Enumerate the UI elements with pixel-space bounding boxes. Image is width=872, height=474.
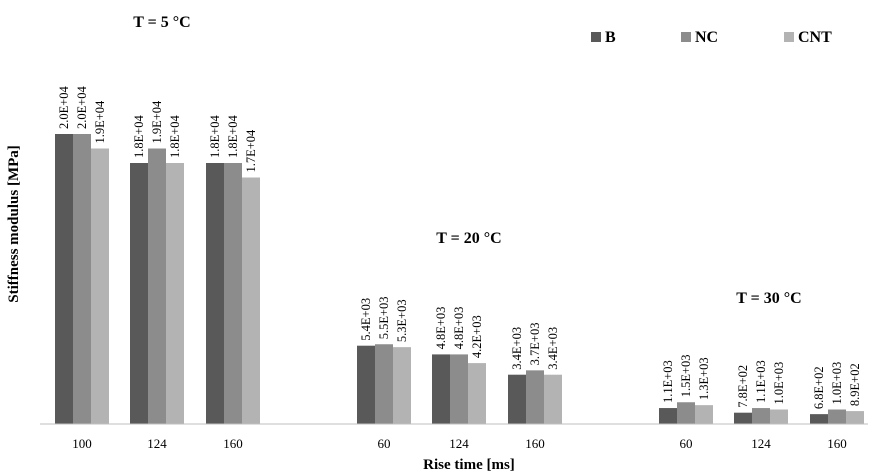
bar-nc (828, 409, 846, 424)
bar-b (659, 408, 677, 424)
data-labels-layer: 2.0E+04 2.0E+04 1.9E+04 1.8E+04 1.9E+04 1.8E+… (57, 85, 862, 409)
data-label: 1.7E+04 (244, 129, 258, 173)
bars-layer (55, 134, 864, 424)
legend-swatch-cnt (784, 32, 794, 42)
bar-b (357, 345, 375, 424)
bar-nc (73, 134, 91, 424)
bar-cnt (166, 163, 184, 424)
x-tick-label: 124 (147, 436, 167, 451)
bar-nc (375, 344, 393, 424)
legend-label-cnt: CNT (798, 29, 832, 46)
data-label: 1.9E+04 (150, 100, 164, 144)
data-label: 7.8E+02 (736, 365, 750, 408)
bar-nc (752, 408, 770, 424)
bar-b (508, 374, 526, 424)
bar-cnt (770, 409, 788, 424)
data-label: 4.8E+03 (452, 307, 466, 350)
data-label: 1.8E+04 (226, 114, 240, 158)
x-tick-label: 160 (827, 436, 847, 451)
data-label: 4.8E+03 (434, 307, 448, 350)
data-label: 6.8E+02 (812, 366, 826, 409)
bar-nc (526, 370, 544, 424)
bar-b (734, 412, 752, 424)
data-label: 2.0E+04 (75, 85, 89, 129)
data-label: 3.4E+03 (546, 327, 560, 370)
data-label: 1.8E+04 (168, 114, 182, 158)
legend-label-nc: NC (695, 29, 718, 46)
data-label: 1.1E+03 (754, 360, 768, 403)
y-axis-title: Stiffness modulus [MPa] (6, 145, 22, 303)
data-label: 4.2E+03 (470, 315, 484, 358)
legend: B NC CNT (591, 29, 832, 46)
group-caption: T = 5 °C (133, 14, 190, 31)
data-label: 8.9E+02 (848, 363, 862, 406)
x-tick-label: 60 (680, 436, 693, 451)
bar-cnt (468, 363, 486, 424)
x-tick-label: 160 (223, 436, 243, 451)
bar-nc (224, 163, 242, 424)
bar-cnt (695, 405, 713, 424)
data-label: 5.5E+03 (377, 296, 391, 339)
bar-b (130, 163, 148, 424)
data-label: 1.0E+03 (830, 362, 844, 405)
x-tick-label: 100 (72, 436, 92, 451)
data-label: 5.4E+03 (359, 298, 373, 341)
bar-b (206, 163, 224, 424)
bar-b (810, 414, 828, 424)
legend-swatch-nc (681, 32, 691, 42)
group-captions: T = 5 °C T = 20 °C T = 30 °C (133, 14, 801, 307)
group-caption: T = 20 °C (436, 230, 501, 247)
data-label: 1.3E+03 (697, 357, 711, 400)
x-axis-title: Rise time [ms] (423, 457, 515, 473)
data-label: 2.0E+04 (57, 85, 71, 129)
bar-b (55, 134, 73, 424)
x-tick-label: 124 (449, 436, 469, 451)
bar-nc (148, 148, 166, 424)
data-label: 3.4E+03 (510, 327, 524, 370)
data-label: 1.0E+03 (772, 362, 786, 405)
x-tick-label: 124 (751, 436, 771, 451)
bar-nc (677, 402, 695, 424)
bar-cnt (242, 177, 260, 424)
data-label: 1.5E+03 (679, 354, 693, 397)
bar-nc (450, 354, 468, 424)
bar-cnt (544, 374, 562, 424)
bar-cnt (91, 148, 109, 424)
bar-cnt (846, 411, 864, 424)
legend-swatch-b (591, 32, 601, 42)
group-caption: T = 30 °C (736, 290, 801, 307)
x-tick-labels: 100 124 160 60 124 160 60 124 160 (72, 436, 847, 451)
data-label: 1.9E+04 (93, 100, 107, 144)
bar-b (432, 354, 450, 424)
data-label: 1.8E+04 (208, 114, 222, 158)
data-label: 1.8E+04 (132, 114, 146, 158)
data-label: 1.1E+03 (661, 360, 675, 403)
x-tick-label: 160 (525, 436, 545, 451)
data-label: 5.3E+03 (395, 299, 409, 342)
x-tick-label: 60 (378, 436, 391, 451)
data-label: 3.7E+03 (528, 323, 542, 366)
bar-cnt (393, 347, 411, 424)
legend-label-b: B (605, 29, 616, 46)
